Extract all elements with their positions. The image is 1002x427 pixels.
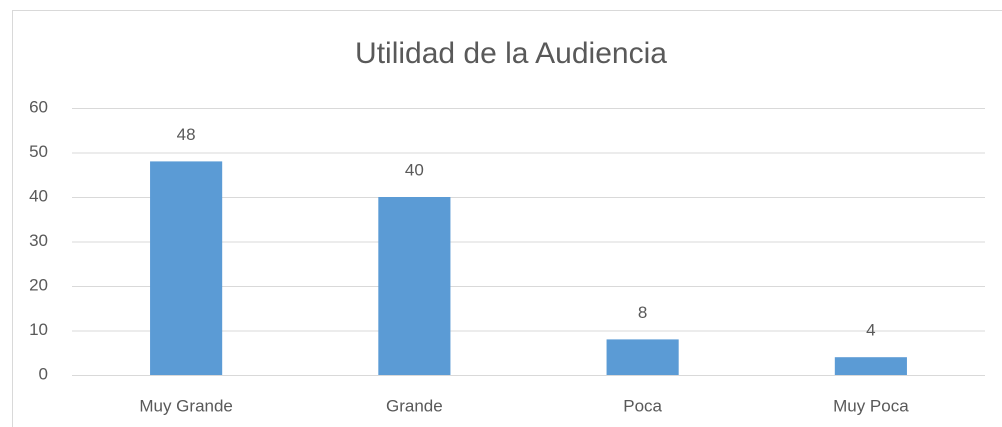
y-tick-label: 40 [29, 186, 48, 205]
y-tick-label: 0 [39, 364, 48, 383]
bar [834, 357, 907, 375]
x-tick-label: Muy Grande [139, 396, 233, 415]
x-tick-label: Poca [623, 396, 662, 415]
data-label: 48 [177, 125, 196, 144]
chart-title: Utilidad de la Audiencia [355, 37, 667, 70]
x-tick-label: Muy Poca [833, 396, 909, 415]
bar [606, 339, 679, 375]
y-tick-label: 10 [29, 320, 48, 339]
y-tick-label: 50 [29, 142, 48, 161]
y-tick-label: 20 [29, 275, 48, 294]
data-label: 8 [638, 303, 647, 322]
bar [150, 161, 223, 375]
y-tick-label: 30 [29, 231, 48, 250]
bar [378, 197, 451, 375]
data-label: 4 [866, 321, 875, 340]
y-tick-label: 60 [29, 97, 48, 116]
data-label: 40 [405, 160, 424, 179]
x-tick-label: Grande [386, 396, 443, 415]
